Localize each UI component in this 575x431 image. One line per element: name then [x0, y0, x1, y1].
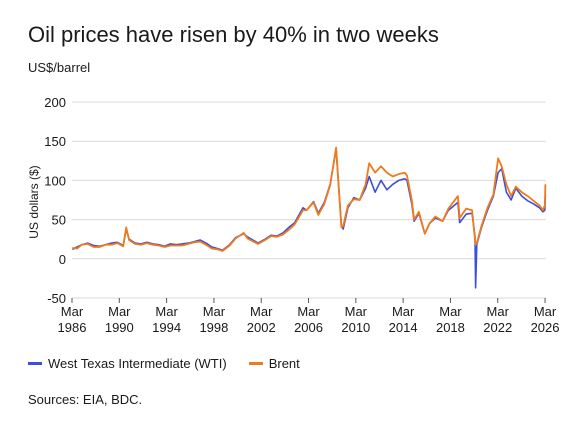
series-line-brent	[72, 146, 547, 252]
chart-subtitle: US$/barrel	[28, 60, 91, 75]
x-tick-year: 2014	[389, 320, 418, 335]
x-tick-month: Mar	[534, 304, 557, 319]
x-tick-month: Mar	[108, 304, 131, 319]
series-line-wti	[72, 148, 547, 289]
x-tick-month: Mar	[345, 304, 368, 319]
x-tick-year: 2002	[247, 320, 276, 335]
x-tick-month: Mar	[487, 304, 510, 319]
legend-label-wti: West Texas Intermediate (WTI)	[48, 356, 227, 371]
legend-swatch-wti	[28, 362, 42, 365]
y-tick-label: 100	[44, 173, 66, 188]
x-tick-year: 1994	[152, 320, 181, 335]
x-tick-month: Mar	[392, 304, 415, 319]
x-tick-month: Mar	[250, 304, 273, 319]
x-tick-month: Mar	[61, 304, 84, 319]
legend: West Texas Intermediate (WTI) Brent	[28, 356, 322, 371]
legend-swatch-brent	[248, 362, 263, 365]
legend-item-brent: Brent	[248, 356, 300, 371]
y-axis-ticks: -50 0 50 100 150 200	[44, 95, 66, 306]
chart-title: Oil prices have risen by 40% in two week…	[28, 22, 439, 47]
x-tick-month: Mar	[297, 304, 320, 319]
y-axis-label: US dollars ($)	[27, 165, 41, 238]
y-tick-label: -50	[47, 291, 66, 306]
y-tick-label: 0	[59, 252, 66, 267]
series-lines	[72, 146, 547, 289]
x-axis-ticks: Mar1986Mar1990Mar1994Mar1998Mar2002Mar20…	[58, 298, 560, 335]
x-tick-month: Mar	[203, 304, 226, 319]
x-tick-year: 1998	[199, 320, 228, 335]
x-tick-year: 1990	[105, 320, 134, 335]
source-note: Sources: EIA, BDC.	[28, 392, 143, 407]
x-tick-year: 2022	[483, 320, 512, 335]
legend-item-wti: West Texas Intermediate (WTI)	[28, 356, 227, 371]
x-tick-year: 2026	[531, 320, 560, 335]
y-tick-label: 50	[52, 213, 66, 228]
y-tick-label: 200	[44, 95, 66, 110]
legend-label-brent: Brent	[268, 356, 300, 371]
y-tick-label: 150	[44, 134, 66, 149]
x-tick-year: 2010	[341, 320, 370, 335]
x-tick-month: Mar	[155, 304, 178, 319]
x-tick-year: 2018	[436, 320, 465, 335]
x-tick-month: Mar	[439, 304, 462, 319]
x-tick-year: 1986	[58, 320, 87, 335]
x-tick-year: 2006	[294, 320, 323, 335]
